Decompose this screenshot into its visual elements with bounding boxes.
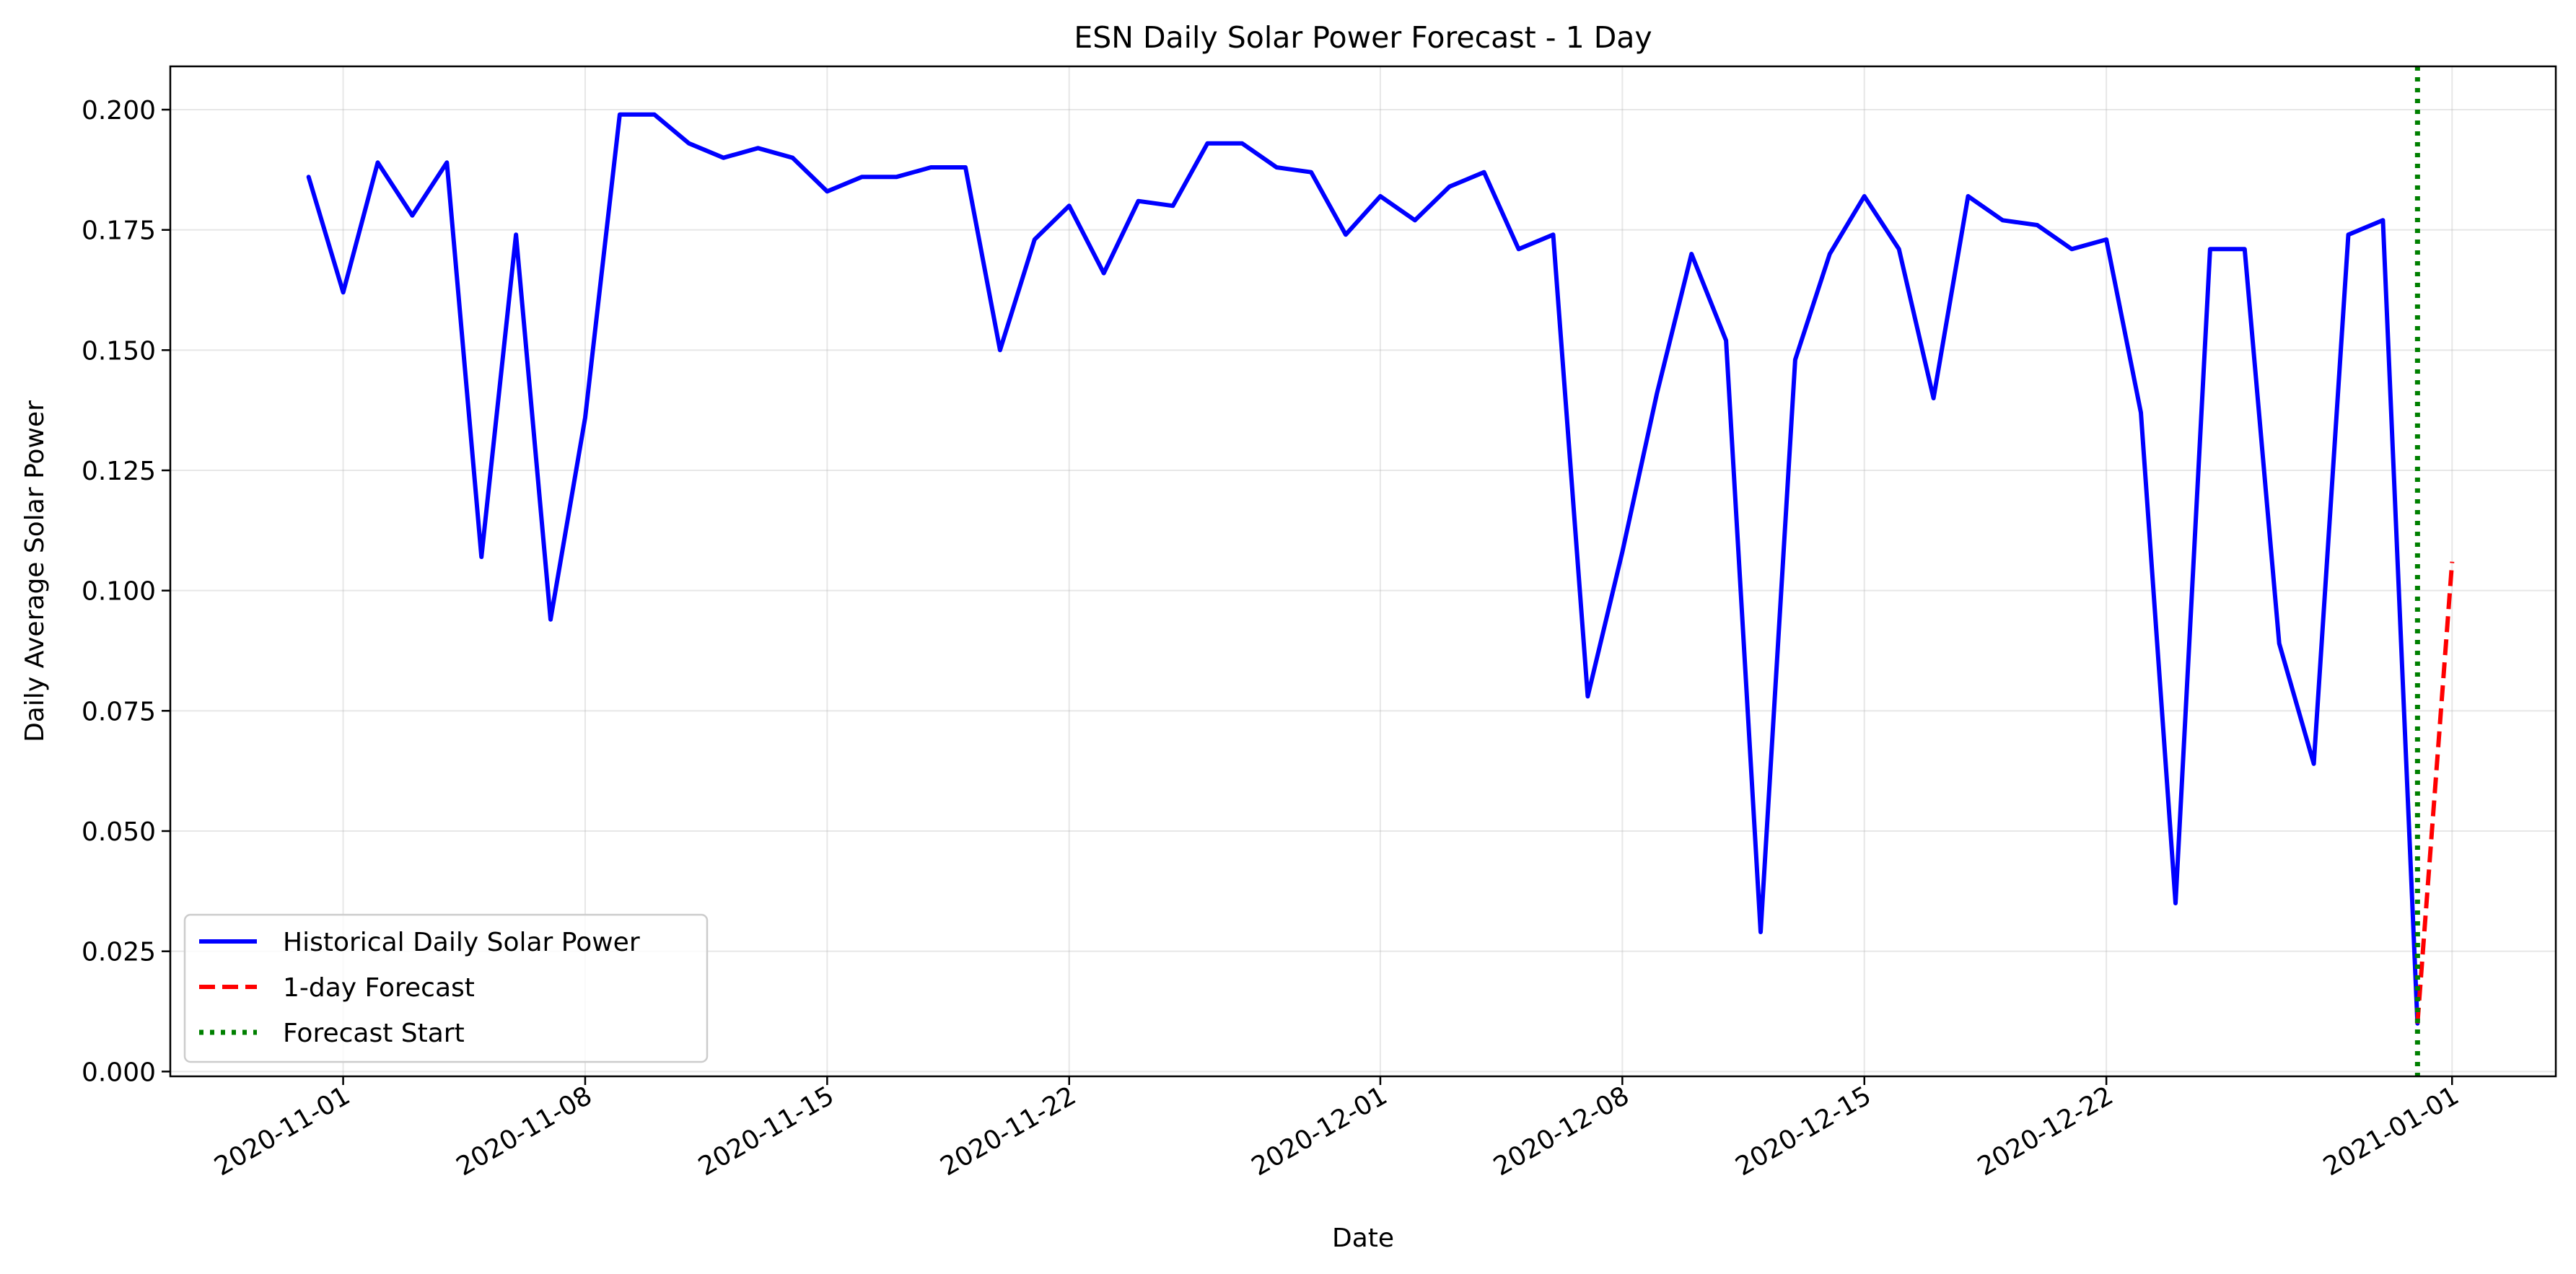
historical-data-point bbox=[2208, 247, 2212, 251]
y-tick-label: 0.100 bbox=[82, 577, 156, 607]
historical-data-point bbox=[1517, 247, 1521, 251]
historical-data-point bbox=[2069, 247, 2074, 251]
historical-data-point bbox=[1102, 271, 1106, 276]
historical-data-point bbox=[1966, 194, 1970, 198]
historical-series-line bbox=[306, 112, 2420, 1026]
historical-data-point bbox=[2277, 641, 2282, 646]
historical-data-point bbox=[1758, 930, 1763, 934]
y-tick-label: 0.025 bbox=[82, 938, 156, 967]
historical-data-point bbox=[894, 175, 898, 179]
historical-data-point bbox=[341, 290, 346, 294]
historical-data-point bbox=[2035, 223, 2039, 227]
historical-data-point bbox=[1793, 358, 1797, 362]
grid bbox=[170, 66, 2556, 1076]
chart-title: ESN Daily Solar Power Forecast - 1 Day bbox=[1074, 20, 1652, 55]
historical-data-point bbox=[859, 175, 864, 179]
historical-data-point bbox=[548, 618, 553, 622]
historical-data-point bbox=[1033, 237, 1037, 242]
historical-data-point bbox=[1482, 170, 1486, 175]
legend-label-historical: Historical Daily Solar Power bbox=[283, 928, 640, 957]
historical-data-point bbox=[2243, 247, 2247, 251]
historical-data-point bbox=[2139, 410, 2143, 415]
historical-data-point bbox=[2380, 218, 2385, 222]
historical-data-point bbox=[825, 189, 829, 193]
historical-data-point bbox=[1447, 185, 1452, 189]
historical-data-point bbox=[1828, 252, 1832, 256]
historical-data-point bbox=[1724, 338, 1728, 343]
historical-data-point bbox=[687, 141, 691, 146]
y-tick-label: 0.200 bbox=[82, 96, 156, 126]
historical-data-point bbox=[583, 416, 587, 420]
x-axis-label: Date bbox=[1332, 1224, 1394, 1253]
historical-data-point bbox=[1689, 252, 1694, 256]
plot-frame bbox=[169, 65, 2557, 1078]
y-tick-label: 0.125 bbox=[82, 457, 156, 486]
y-axis-label: Daily Average Solar Power bbox=[20, 400, 50, 742]
historical-data-point bbox=[1897, 247, 1901, 251]
plot-series bbox=[306, 66, 2455, 1076]
legend-box bbox=[183, 913, 709, 1063]
historical-data-point bbox=[929, 165, 933, 170]
legend-label-forecast-start: Forecast Start bbox=[283, 1019, 465, 1048]
y-tick-label: 0.150 bbox=[82, 336, 156, 366]
historical-data-point bbox=[963, 165, 968, 170]
historical-data-point bbox=[2312, 762, 2316, 766]
historical-data-point bbox=[514, 232, 518, 237]
y-tick-label: 0.000 bbox=[82, 1058, 156, 1087]
historical-data-point bbox=[998, 348, 1002, 352]
y-tick-label: 0.175 bbox=[82, 216, 156, 246]
legend: Historical Daily Solar Power 1-day Forec… bbox=[183, 913, 709, 1063]
historical-data-point bbox=[1274, 165, 1279, 170]
historical-data-point bbox=[1413, 218, 1417, 222]
historical-data-point bbox=[1136, 199, 1141, 203]
forecast-data-point bbox=[2450, 560, 2454, 564]
historical-data-point bbox=[2104, 237, 2108, 242]
historical-data-point bbox=[652, 113, 657, 117]
historical-data-point bbox=[375, 160, 380, 164]
historical-data-point bbox=[2173, 901, 2178, 905]
historical-data-point bbox=[410, 214, 414, 218]
historical-data-point bbox=[790, 156, 794, 160]
historical-data-point bbox=[1378, 194, 1383, 198]
historical-data-point bbox=[1551, 232, 1556, 237]
historical-data-point bbox=[1240, 141, 1244, 146]
historical-data-point bbox=[1932, 396, 1936, 400]
legend-label-forecast: 1-day Forecast bbox=[283, 973, 475, 1003]
forecast-series-line bbox=[2415, 561, 2455, 1024]
historical-data-point bbox=[1170, 203, 1175, 208]
historical-data-point bbox=[2000, 218, 2005, 222]
historical-data-point bbox=[1862, 194, 1867, 198]
historical-data-point bbox=[1344, 232, 1348, 237]
historical-data-point bbox=[722, 156, 726, 160]
historical-data-point bbox=[2347, 232, 2351, 237]
y-tick-label: 0.075 bbox=[82, 697, 156, 726]
historical-data-point bbox=[1655, 391, 1659, 395]
historical-data-point bbox=[1585, 694, 1590, 698]
historical-data-point bbox=[307, 175, 311, 179]
historical-data-point bbox=[479, 555, 483, 559]
historical-data-point bbox=[444, 160, 449, 164]
historical-data-point bbox=[1620, 550, 1624, 554]
historical-data-point bbox=[1067, 203, 1072, 208]
historical-data-point bbox=[618, 113, 622, 117]
y-tick-label: 0.050 bbox=[82, 817, 156, 847]
historical-data-point bbox=[1309, 170, 1313, 175]
historical-data-point bbox=[756, 146, 761, 150]
historical-data-point bbox=[1205, 141, 1209, 146]
